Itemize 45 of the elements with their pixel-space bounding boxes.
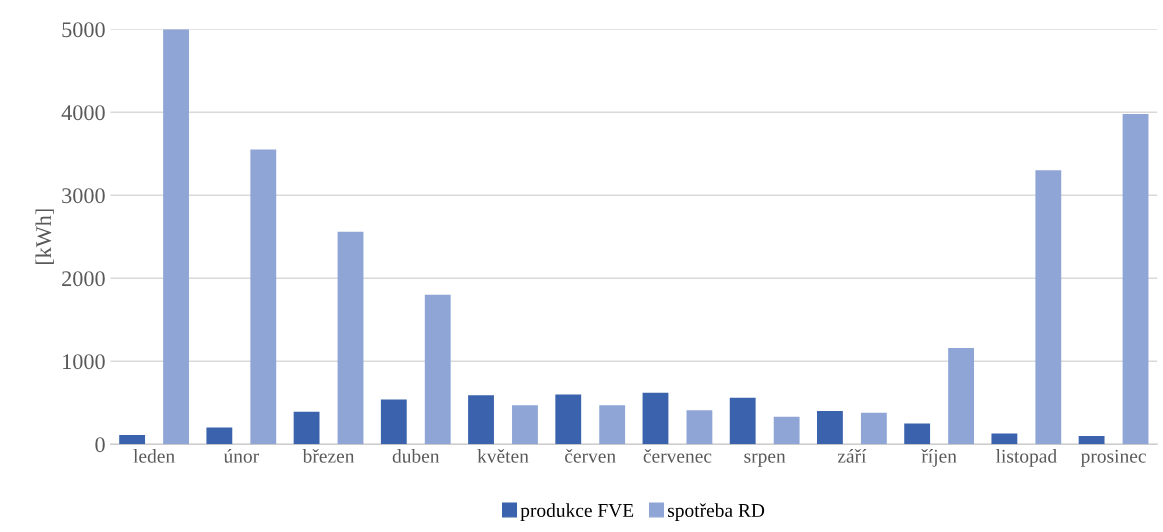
x-tick-label: listopad (995, 449, 1057, 467)
y-tick-label: 0 (95, 437, 105, 453)
bar (555, 394, 582, 445)
bar (1122, 113, 1149, 445)
bar (206, 427, 233, 445)
bar (293, 411, 320, 445)
bar (642, 392, 669, 445)
x-tick-label: únor (223, 449, 259, 463)
bar (1035, 170, 1062, 445)
y-tick-label: 1000 (63, 354, 105, 370)
bar (380, 399, 407, 445)
y-tick-label: 3000 (62, 188, 105, 204)
bar (948, 347, 975, 445)
bar (468, 395, 494, 445)
x-tick-label: duben (392, 449, 440, 463)
x-tick-label: březen (302, 449, 355, 463)
y-tick-label: 5000 (62, 22, 105, 38)
bar (512, 405, 538, 445)
bar (773, 416, 800, 445)
bar (817, 411, 843, 445)
bar (250, 149, 277, 445)
legend-label: produkce FVE (520, 503, 634, 521)
y-axis-title: [kWh] (35, 209, 54, 265)
bar (424, 294, 451, 445)
x-tick-label: červen (565, 449, 616, 463)
x-tick-label: říjen (921, 449, 957, 467)
y-tick-label: 2000 (62, 271, 105, 287)
legend-label: spotřeba RD (668, 503, 765, 521)
bar (119, 435, 146, 445)
x-tick-label: září (837, 449, 867, 463)
bar (337, 231, 364, 445)
x-tick-label: leden (133, 449, 175, 463)
bar (991, 433, 1018, 445)
bar (860, 412, 887, 445)
bar (1078, 435, 1105, 445)
bar (599, 405, 626, 445)
x-tick-label: prosinec (1080, 449, 1146, 467)
x-tick-label: srpen (744, 453, 786, 467)
x-tick-label: červenec (643, 449, 712, 463)
bar (163, 29, 189, 445)
y-tick-label: 4000 (61, 105, 105, 121)
x-tick-label: květen (477, 449, 529, 463)
bar (686, 410, 713, 445)
bar (729, 397, 756, 445)
bar (904, 423, 931, 445)
